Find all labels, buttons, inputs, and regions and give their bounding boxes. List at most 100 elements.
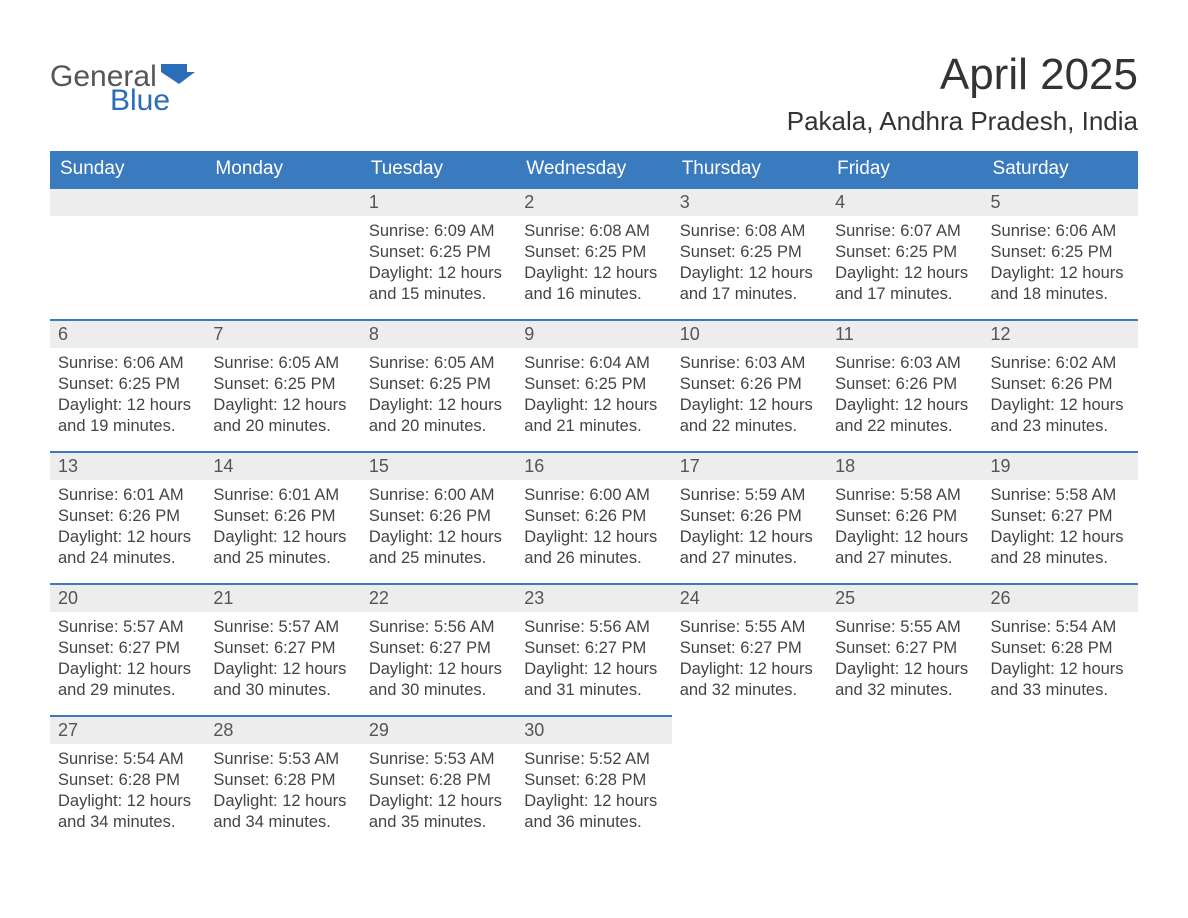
daylight-label: Daylight: (369, 660, 433, 678)
sunset-label: Sunset: (680, 639, 736, 657)
sunset-label: Sunset: (680, 507, 736, 525)
daylight-line2: and 22 minutes. (835, 416, 974, 437)
sunrise-label: Sunrise: (369, 486, 430, 504)
daylight-label: Daylight: (369, 264, 433, 282)
sunrise-line: Sunrise: 6:08 AM (524, 221, 663, 242)
sunrise-line: Sunrise: 6:05 AM (369, 353, 508, 374)
sunset-value: 6:26 PM (740, 375, 801, 393)
day-detail: Sunrise: 6:00 AMSunset: 6:26 PMDaylight:… (361, 480, 516, 569)
sunrise-line: Sunrise: 6:04 AM (524, 353, 663, 374)
sunrise-value: 6:02 AM (1056, 354, 1117, 372)
sunrise-line: Sunrise: 6:02 AM (991, 353, 1130, 374)
day-number: 15 (361, 451, 516, 480)
day-cell: 12Sunrise: 6:02 AMSunset: 6:26 PMDayligh… (983, 319, 1138, 447)
dow-cell: Monday (205, 151, 360, 187)
day-number: 30 (516, 715, 671, 744)
day-detail: Sunrise: 5:54 AMSunset: 6:28 PMDaylight:… (50, 744, 205, 833)
sunset-label: Sunset: (991, 243, 1047, 261)
sunset-line: Sunset: 6:28 PM (58, 770, 197, 791)
day-number: 21 (205, 583, 360, 612)
sunset-value: 6:25 PM (429, 375, 490, 393)
day-number: 8 (361, 319, 516, 348)
daylight-value1: 12 hours (438, 660, 502, 678)
sunset-label: Sunset: (524, 771, 580, 789)
day-number: 24 (672, 583, 827, 612)
location: Pakala, Andhra Pradesh, India (787, 106, 1138, 137)
daylight-line2: and 31 minutes. (524, 680, 663, 701)
sunrise-value: 5:55 AM (745, 618, 806, 636)
sunset-label: Sunset: (369, 507, 425, 525)
sunset-line: Sunset: 6:27 PM (213, 638, 352, 659)
sunset-line: Sunset: 6:28 PM (524, 770, 663, 791)
sunset-line: Sunset: 6:26 PM (680, 506, 819, 527)
sunset-label: Sunset: (213, 771, 269, 789)
daylight-value1: 12 hours (438, 396, 502, 414)
sunset-line: Sunset: 6:26 PM (213, 506, 352, 527)
sunset-line: Sunset: 6:25 PM (524, 374, 663, 395)
sunrise-value: 5:56 AM (434, 618, 495, 636)
sunrise-value: 6:01 AM (279, 486, 340, 504)
sunset-label: Sunset: (524, 639, 580, 657)
sunrise-label: Sunrise: (835, 222, 896, 240)
logo: General Blue (50, 50, 195, 116)
daylight-line2: and 26 minutes. (524, 548, 663, 569)
sunset-value: 6:27 PM (585, 639, 646, 657)
daylight-value1: 12 hours (282, 528, 346, 546)
sunrise-line: Sunrise: 5:54 AM (991, 617, 1130, 638)
sunset-label: Sunset: (835, 243, 891, 261)
daylight-label: Daylight: (369, 396, 433, 414)
sunset-value: 6:25 PM (585, 375, 646, 393)
sunset-label: Sunset: (369, 771, 425, 789)
day-number: 28 (205, 715, 360, 744)
sunrise-label: Sunrise: (680, 222, 741, 240)
sunrise-line: Sunrise: 6:03 AM (835, 353, 974, 374)
daylight-line2: and 28 minutes. (991, 548, 1130, 569)
sunset-value: 6:26 PM (740, 507, 801, 525)
day-detail: Sunrise: 6:03 AMSunset: 6:26 PMDaylight:… (672, 348, 827, 437)
day-detail: Sunrise: 6:03 AMSunset: 6:26 PMDaylight:… (827, 348, 982, 437)
sunset-label: Sunset: (369, 375, 425, 393)
daylight-line1: Daylight: 12 hours (991, 527, 1130, 548)
daylight-line2: and 17 minutes. (680, 284, 819, 305)
sunrise-label: Sunrise: (991, 618, 1052, 636)
daylight-value1: 12 hours (127, 792, 191, 810)
day-detail: Sunrise: 6:01 AMSunset: 6:26 PMDaylight:… (205, 480, 360, 569)
day-number (50, 187, 205, 216)
daylight-value1: 12 hours (593, 660, 657, 678)
day-number: 19 (983, 451, 1138, 480)
day-detail: Sunrise: 6:06 AMSunset: 6:25 PMDaylight:… (50, 348, 205, 437)
sunrise-line: Sunrise: 6:06 AM (991, 221, 1130, 242)
day-cell (672, 715, 827, 843)
sunset-value: 6:25 PM (429, 243, 490, 261)
day-of-week-header: SundayMondayTuesdayWednesdayThursdayFrid… (50, 151, 1138, 187)
sunrise-label: Sunrise: (58, 618, 119, 636)
daylight-line1: Daylight: 12 hours (991, 395, 1130, 416)
sunrise-line: Sunrise: 5:58 AM (991, 485, 1130, 506)
day-detail: Sunrise: 5:56 AMSunset: 6:27 PMDaylight:… (361, 612, 516, 701)
sunset-line: Sunset: 6:27 PM (991, 506, 1130, 527)
day-cell: 15Sunrise: 6:00 AMSunset: 6:26 PMDayligh… (361, 451, 516, 579)
sunrise-label: Sunrise: (835, 618, 896, 636)
sunrise-line: Sunrise: 6:08 AM (680, 221, 819, 242)
day-cell: 26Sunrise: 5:54 AMSunset: 6:28 PMDayligh… (983, 583, 1138, 711)
header: General Blue April 2025 Pakala, Andhra P… (50, 50, 1138, 137)
sunset-label: Sunset: (991, 507, 1047, 525)
daylight-value1: 12 hours (127, 528, 191, 546)
daylight-line2: and 27 minutes. (835, 548, 974, 569)
daylight-label: Daylight: (524, 264, 588, 282)
sunset-value: 6:28 PM (585, 771, 646, 789)
sunrise-line: Sunrise: 5:54 AM (58, 749, 197, 770)
daylight-line1: Daylight: 12 hours (213, 395, 352, 416)
day-detail: Sunrise: 5:56 AMSunset: 6:27 PMDaylight:… (516, 612, 671, 701)
sunrise-value: 6:00 AM (434, 486, 495, 504)
day-cell: 9Sunrise: 6:04 AMSunset: 6:25 PMDaylight… (516, 319, 671, 447)
sunrise-label: Sunrise: (58, 354, 119, 372)
day-cell (827, 715, 982, 843)
sunset-line: Sunset: 6:27 PM (524, 638, 663, 659)
daylight-line2: and 20 minutes. (213, 416, 352, 437)
day-cell: 22Sunrise: 5:56 AMSunset: 6:27 PMDayligh… (361, 583, 516, 711)
daylight-label: Daylight: (524, 396, 588, 414)
day-detail: Sunrise: 5:57 AMSunset: 6:27 PMDaylight:… (50, 612, 205, 701)
dow-cell: Thursday (672, 151, 827, 187)
day-cell: 4Sunrise: 6:07 AMSunset: 6:25 PMDaylight… (827, 187, 982, 315)
